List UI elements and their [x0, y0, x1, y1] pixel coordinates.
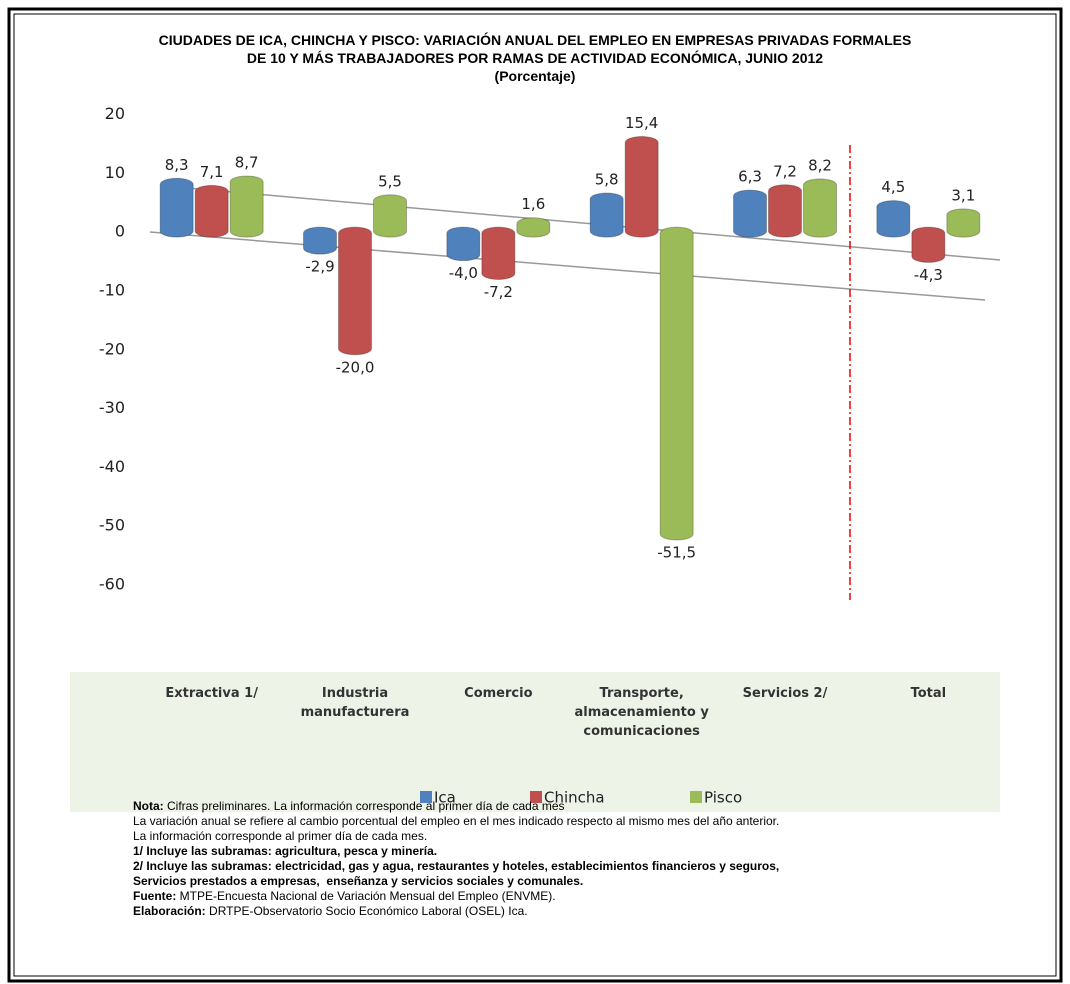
bar	[159, 177, 194, 238]
value-label: 1,6	[521, 195, 545, 213]
value-label: -20,0	[336, 358, 375, 376]
bar	[194, 184, 229, 238]
note-line: Elaboración: DRTPE-Observatorio Socio Ec…	[133, 904, 779, 919]
value-label: 6,3	[738, 168, 762, 186]
value-label: 8,7	[235, 153, 259, 171]
value-label: 8,2	[808, 156, 832, 174]
legend-swatch	[530, 791, 542, 803]
bar	[373, 194, 407, 238]
frame	[7, 7, 1063, 983]
value-label: -4,3	[914, 266, 943, 284]
note-bold: Fuente:	[133, 889, 177, 903]
note-line: Servicios prestados a empresas, enseñanz…	[133, 874, 779, 889]
value-label: 7,2	[773, 162, 797, 180]
bar	[303, 226, 337, 255]
y-tick-label: -30	[99, 398, 125, 417]
note-line: 1/ Incluye las subramas: agricultura, pe…	[133, 844, 779, 859]
note-bold: Servicios prestados a empresas, enseñanz…	[133, 874, 584, 888]
value-label: 4,5	[881, 178, 905, 196]
bar	[481, 226, 516, 280]
legend-swatch	[690, 791, 702, 803]
bar	[803, 178, 837, 238]
legend-label: Ica	[434, 789, 456, 807]
value-label: 3,1	[951, 186, 975, 204]
bar	[338, 226, 372, 356]
bar	[946, 208, 981, 238]
bar	[229, 175, 264, 238]
floor-line	[164, 185, 1001, 261]
chart-title: DE 10 Y MÁS TRABAJADORES POR RAMAS DE AC…	[246, 50, 824, 66]
value-label: -7,2	[484, 283, 513, 301]
y-tick-label: -10	[99, 280, 125, 299]
bar	[589, 192, 624, 238]
note-bold: 1/ Incluye las subramas: agricultura, pe…	[133, 844, 438, 858]
floor-line	[149, 231, 986, 301]
bar	[911, 226, 946, 263]
legend-label: Pisco	[704, 789, 742, 807]
chart-title: CIUDADES DE ICA, CHINCHA Y PISCO: VARIAC…	[158, 32, 912, 48]
y-tick-label: 20	[105, 104, 125, 123]
bar	[516, 217, 551, 238]
value-label: 5,5	[378, 172, 402, 190]
note-text: La variación anual se refiere al cambio …	[133, 814, 780, 828]
value-label: 8,3	[165, 156, 189, 174]
note-text: La información corresponde al primer día…	[133, 829, 428, 843]
bar	[733, 189, 767, 238]
note-bold: 2/ Incluye las subramas: electricidad, g…	[133, 859, 780, 873]
note-line: 2/ Incluye las subramas: electricidad, g…	[133, 859, 779, 874]
y-tick-label: 10	[105, 163, 125, 182]
value-label: 7,1	[200, 163, 224, 181]
legend-swatch	[420, 791, 432, 803]
value-label: -51,5	[657, 544, 696, 562]
note-bold: Nota:	[133, 799, 164, 813]
y-tick-label: -40	[99, 457, 125, 476]
note-line: La información corresponde al primer día…	[133, 829, 779, 844]
x-tick-label: Industria manufacturera	[300, 686, 410, 720]
notes: Nota: Cifras preliminares. La informació…	[133, 799, 779, 919]
label-band	[70, 672, 1000, 812]
legend-label: Chincha	[544, 789, 605, 807]
bar	[624, 136, 659, 238]
value-label: -4,0	[449, 264, 478, 282]
x-tick-label: Comercio	[464, 686, 533, 701]
note-line: La variación anual se refiere al cambio …	[133, 814, 779, 829]
y-tick-label: -60	[99, 575, 125, 594]
bar	[768, 184, 802, 238]
note-text: Cifras preliminares. La información corr…	[163, 799, 565, 813]
value-label: 5,8	[595, 171, 619, 189]
note-bold: Elaboración:	[133, 904, 206, 918]
note-line: Nota: Cifras preliminares. La informació…	[133, 799, 779, 814]
x-tick-label: Total	[910, 686, 947, 701]
y-tick-label: -50	[99, 516, 125, 535]
x-tick-label: Servicios 2/	[742, 686, 828, 701]
bar	[876, 200, 911, 238]
x-tick-label: Transporte, almacenamiento y comunicacio…	[574, 686, 709, 739]
bar	[446, 226, 481, 262]
frame-inner	[13, 13, 1057, 977]
note-text: MTPE-Encuesta Nacional de Variación Mens…	[176, 889, 556, 903]
value-label: 15,4	[625, 114, 658, 132]
y-tick-label: -20	[99, 339, 125, 358]
bar	[659, 226, 694, 541]
value-label: -2,9	[305, 258, 334, 276]
y-tick-label: 0	[115, 222, 125, 241]
note-line: Fuente: MTPE-Encuesta Nacional de Variac…	[133, 889, 779, 904]
chart-subtitle: (Porcentaje)	[494, 68, 576, 84]
x-tick-label: Extractiva 1/	[165, 686, 258, 701]
note-text: DRTPE-Observatorio Socio Económico Labor…	[205, 904, 528, 918]
